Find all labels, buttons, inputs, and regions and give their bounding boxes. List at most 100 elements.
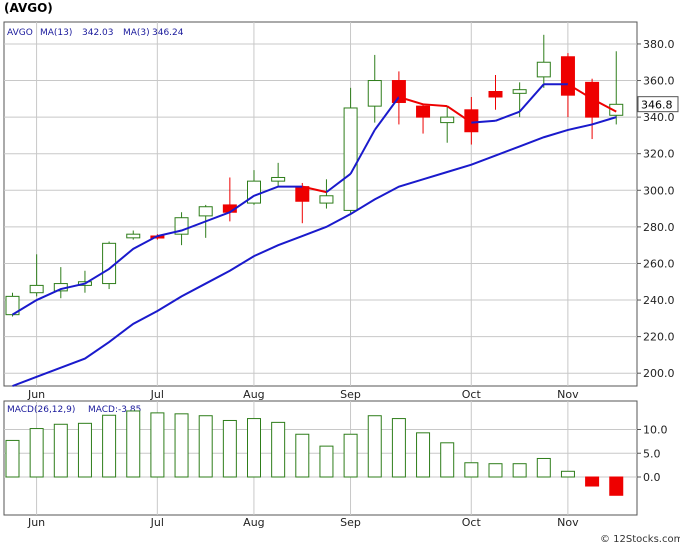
macd-bar-positive <box>29 428 44 478</box>
macd-bar-positive <box>77 422 92 478</box>
macd-bar-positive <box>102 414 117 478</box>
price-legend: AVGO MA(13) 342.03 MA(3) 346.24 <box>7 28 184 38</box>
macd-tick-label: 0.0 <box>643 471 661 484</box>
price-x-tick-label: Jul <box>150 388 164 401</box>
macd-y-axis: 0.0 5.0 10.0 <box>637 424 668 484</box>
macd-histogram <box>5 410 624 496</box>
legend-ma13-label: MA(13) <box>40 28 72 38</box>
macd-bar-positive <box>391 418 406 478</box>
price-tick-label: 260.0 <box>643 257 675 270</box>
macd-bar-positive <box>5 439 20 478</box>
macd-bar-positive <box>295 433 310 478</box>
ma3-line-segment <box>349 129 376 175</box>
price-x-tick-label: Aug <box>243 388 264 401</box>
ma3-line-segment <box>302 185 327 194</box>
ma3-line <box>11 185 303 316</box>
candle-up <box>609 103 624 116</box>
last-price-marker: 346.8 <box>637 96 679 113</box>
candle-up <box>512 89 527 94</box>
candle-up <box>102 242 117 285</box>
candle-down <box>416 105 431 118</box>
price-tick-label: 360.0 <box>643 75 675 88</box>
price-x-tick-label: Sep <box>340 388 361 401</box>
macd-bar-positive <box>536 457 551 478</box>
ma3-line-segment <box>398 96 424 106</box>
price-panel-frame <box>3 21 638 387</box>
macd-x-axis: Jun Jul Aug Sep Oct Nov <box>27 516 579 529</box>
price-x-axis: Jun Jul Aug Sep Oct Nov <box>27 388 579 401</box>
macd-bar-negative <box>585 476 600 487</box>
last-price-box <box>637 96 679 113</box>
macd-bar-positive <box>560 470 575 478</box>
ma3-line-segment <box>567 83 593 100</box>
macd-bar-positive <box>464 462 479 478</box>
price-tick-label: 220.0 <box>643 331 675 344</box>
macd-bar-positive <box>126 410 141 478</box>
macd-bar-positive <box>512 463 527 478</box>
price-x-tick-label: Oct <box>462 388 482 401</box>
price-tick-label: 380.0 <box>643 38 675 51</box>
chart-title: (AVGO) <box>4 1 53 15</box>
ma3-line-segment <box>325 173 352 193</box>
price-gridlines <box>4 22 637 386</box>
legend-ma3-value: 346.24 <box>152 28 184 38</box>
macd-legend-label: MACD(26,12,9) <box>7 405 75 415</box>
macd-bar-positive <box>53 423 68 478</box>
candle-down <box>464 109 479 133</box>
price-y-axis: 200.0 220.0 240.0 260.0 280.0 300.0 320.0 340.0… <box>637 38 675 380</box>
macd-bar-positive <box>222 419 237 478</box>
candle-up <box>536 61 551 78</box>
candle-down <box>295 186 310 202</box>
last-price-label: 346.8 <box>641 99 673 112</box>
macd-legend: MACD(26,12,9) MACD:-3.85 <box>7 405 141 415</box>
candle-down <box>488 91 503 98</box>
ma13-line <box>12 116 617 387</box>
ma3-line-segment <box>518 83 545 113</box>
macd-x-tick-label: Jul <box>150 516 164 529</box>
candle-up <box>29 284 44 294</box>
macd-bar-positive <box>174 413 189 478</box>
candle-up <box>198 206 213 217</box>
candle-up <box>271 176 286 182</box>
macd-bar-positive <box>416 432 431 478</box>
macd-bar-positive <box>150 412 165 478</box>
macd-bar-positive <box>198 415 213 478</box>
macd-bar-positive <box>488 463 503 478</box>
candle-up <box>343 107 358 211</box>
ma3-line-segment <box>446 105 472 124</box>
price-tick-label: 300.0 <box>643 184 675 197</box>
price-tick-label: 320.0 <box>643 148 675 161</box>
ma3-line-segment <box>495 110 521 122</box>
ma3-line-segment <box>422 103 448 108</box>
candle-up <box>367 80 382 107</box>
macd-bar-negative <box>609 476 624 496</box>
macd-x-tick-label: Sep <box>340 516 361 529</box>
candle-up <box>440 116 455 124</box>
moving-average-lines <box>11 83 617 387</box>
macd-x-tick-label: Jun <box>27 516 45 529</box>
macd-x-tick-label: Aug <box>243 516 264 529</box>
price-tick-label: 340.0 <box>643 111 675 124</box>
ma3-line-segment <box>591 97 617 113</box>
candle-down <box>560 56 575 96</box>
macd-x-tick-label: Oct <box>462 516 482 529</box>
legend-ma13-value: 342.03 <box>82 28 114 38</box>
ma3-line-segment <box>471 119 496 124</box>
candle-up <box>319 195 334 204</box>
price-x-tick-label: Jun <box>27 388 45 401</box>
price-tick-label: 240.0 <box>643 294 675 307</box>
macd-bar-positive <box>247 418 261 478</box>
price-tick-label: 280.0 <box>643 221 675 234</box>
macd-tick-label: 5.0 <box>643 447 661 460</box>
price-x-tick-label: Nov <box>557 388 579 401</box>
macd-tick-label: 10.0 <box>643 424 668 437</box>
legend-symbol: AVGO <box>7 28 33 38</box>
price-tick-label: 200.0 <box>643 367 675 380</box>
macd-bar-positive <box>367 415 382 478</box>
legend-ma3-label: MA(3) <box>123 28 150 38</box>
candle-up <box>126 233 141 239</box>
macd-bar-positive <box>271 421 286 478</box>
macd-legend-value: MACD:-3.85 <box>88 405 141 415</box>
macd-bar-positive <box>319 445 334 478</box>
